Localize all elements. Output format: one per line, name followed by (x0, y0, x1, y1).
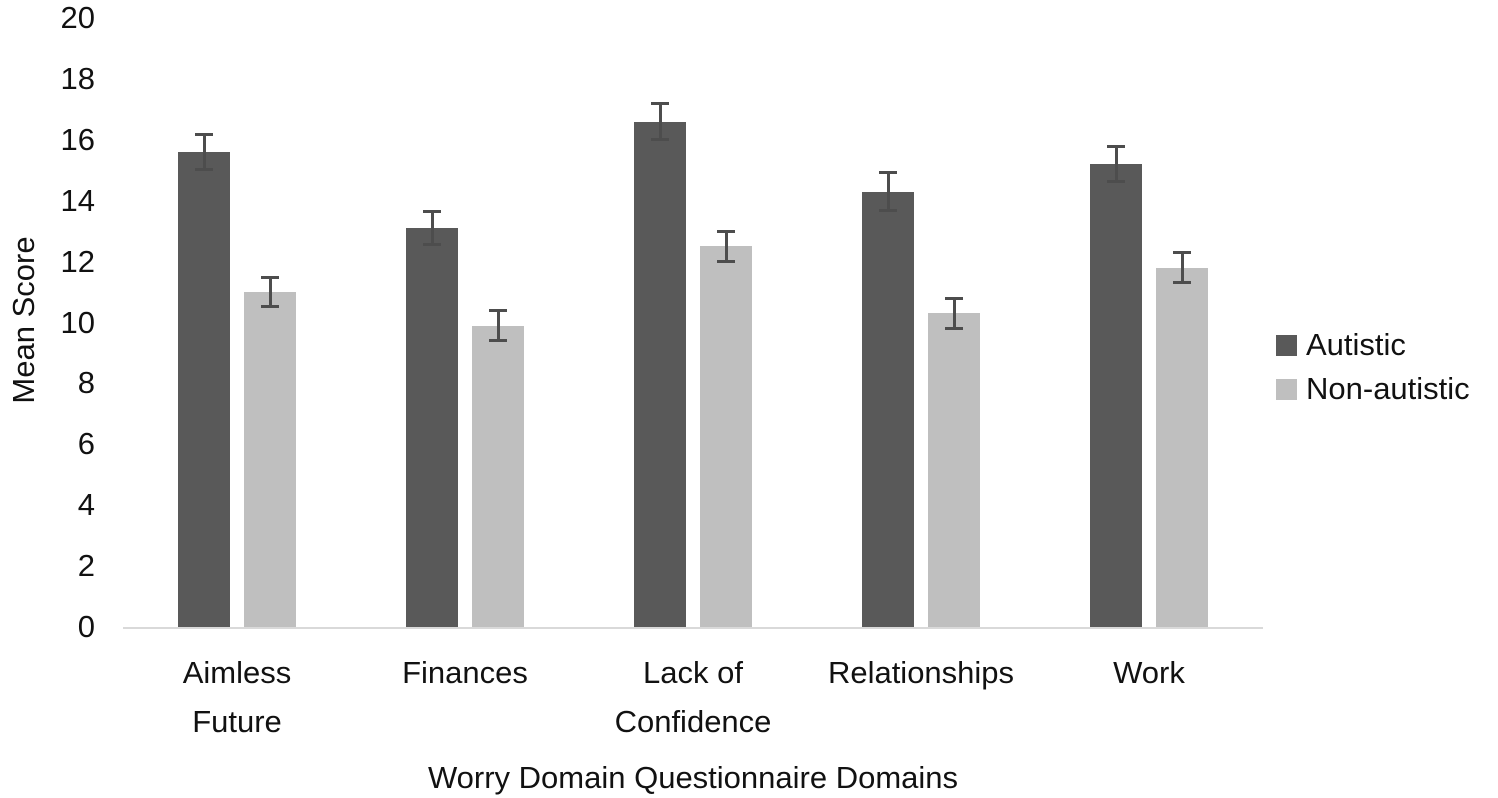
error-bar-whisker (268, 276, 272, 308)
y-tick-label: 16 (60, 121, 95, 157)
bar-autistic (862, 191, 914, 627)
error-bar-cap-bottom (879, 209, 897, 213)
error-bar-whisker (202, 133, 206, 171)
error-bar-cap-top (489, 309, 507, 313)
error-bar-whisker (1180, 252, 1184, 283)
bar-autistic (178, 151, 230, 627)
x-tick-label: Lack of (643, 655, 743, 690)
y-tick-label: 10 (60, 304, 95, 340)
error-bar-cap-top (879, 170, 897, 174)
y-tick-label: 12 (60, 243, 95, 279)
error-bar-whisker (886, 171, 890, 212)
error-bar-cap-top (261, 275, 279, 279)
bar-non-autistic (700, 246, 752, 627)
x-tick-label: Aimless (182, 655, 292, 690)
error-bar-whisker (658, 103, 662, 140)
error-bar-cap-top (423, 210, 441, 214)
y-tick-label: 14 (60, 182, 95, 218)
x-tick-label: Relationships (827, 655, 1015, 690)
y-tick-label: 6 (77, 426, 95, 462)
bar-autistic (1090, 164, 1142, 627)
x-tick-label: Confidence (614, 704, 772, 739)
error-bar-whisker (1114, 145, 1118, 183)
error-bar-whisker (496, 310, 500, 341)
x-axis-title: Worry Domain Questionnaire Domains (427, 760, 959, 795)
bar-non-autistic (928, 313, 980, 627)
bar-non-autistic (472, 325, 524, 627)
error-bar-cap-bottom (945, 326, 963, 330)
legend-item: Autistic (1276, 326, 1406, 364)
error-bar-cap-bottom (1173, 280, 1191, 284)
error-bar-cap-bottom (423, 242, 441, 246)
y-tick-label: 8 (77, 365, 95, 401)
error-bar-cap-top (717, 230, 735, 234)
y-tick-label: 18 (60, 60, 95, 96)
bar-non-autistic (1156, 267, 1208, 627)
legend-label: Autistic (1306, 327, 1406, 362)
error-bar-whisker (430, 211, 434, 245)
legend-swatch-icon (1276, 378, 1297, 400)
bar-autistic (406, 228, 458, 627)
error-bar-cap-bottom (651, 137, 669, 141)
y-tick-label: 2 (77, 548, 95, 584)
legend-item: Non-autistic (1276, 370, 1470, 408)
error-bar-cap-top (1173, 251, 1191, 255)
error-bar-whisker (952, 298, 956, 329)
legend-swatch-icon (1276, 334, 1297, 356)
x-axis-line (123, 627, 1263, 629)
y-tick-label: 20 (60, 0, 95, 35)
error-bar-cap-bottom (1107, 180, 1125, 184)
bar-autistic (634, 121, 686, 627)
error-bar-cap-top (945, 297, 963, 301)
y-tick-label: 4 (77, 487, 95, 523)
error-bar-whisker (724, 231, 728, 262)
error-bar-cap-bottom (195, 168, 213, 172)
y-tick-label: 0 (77, 609, 95, 644)
error-bar-cap-bottom (489, 338, 507, 342)
error-bar-cap-top (195, 132, 213, 136)
error-bar-cap-top (1107, 144, 1125, 148)
x-tick-label: Finances (402, 655, 528, 690)
error-bar-cap-bottom (717, 259, 735, 263)
legend-label: Non-autistic (1306, 371, 1470, 406)
bar-non-autistic (244, 292, 296, 627)
x-tick-label: Work (1113, 655, 1185, 690)
x-tick-label: Future (192, 704, 282, 739)
error-bar-cap-top (651, 102, 669, 106)
error-bar-cap-bottom (261, 305, 279, 309)
